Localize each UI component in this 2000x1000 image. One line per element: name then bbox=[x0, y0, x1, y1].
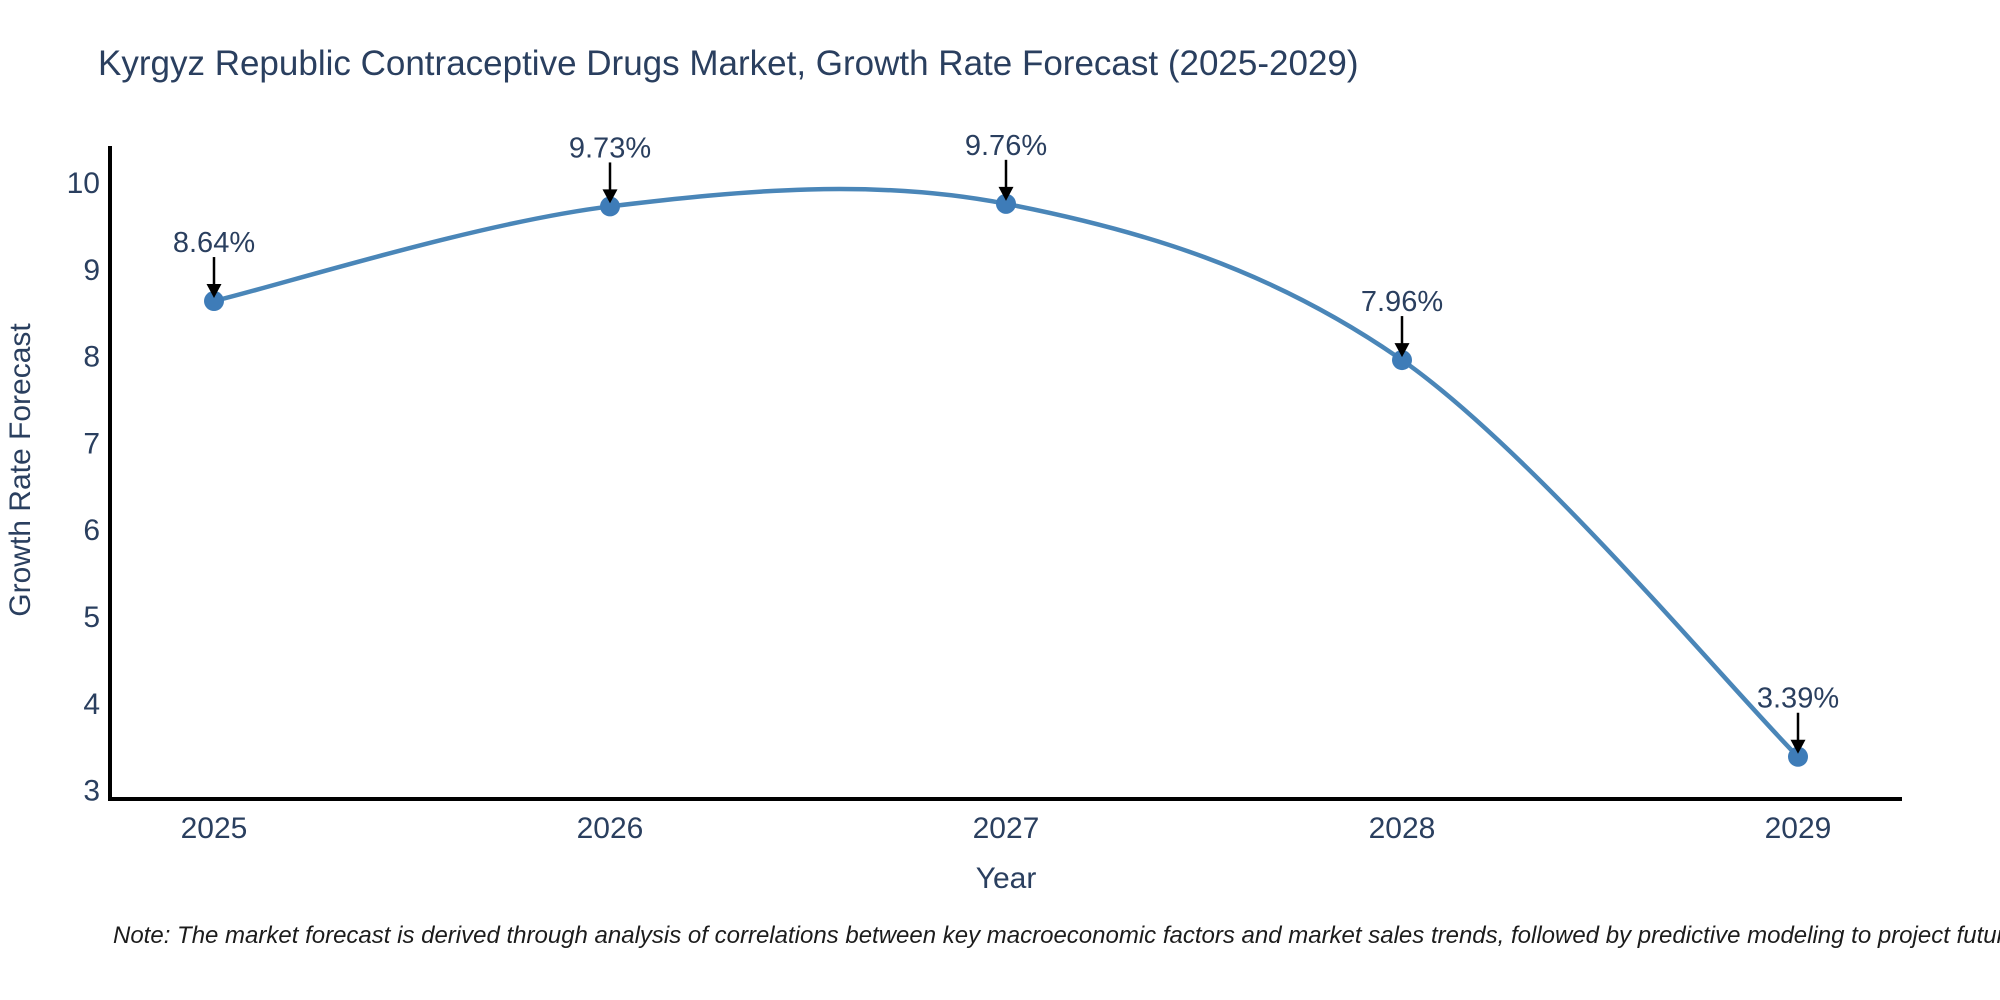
annotation-label-2029: 3.39% bbox=[1757, 683, 1839, 715]
annotation-arrowhead bbox=[602, 189, 618, 204]
y-tick-label: 9 bbox=[83, 254, 100, 287]
annotation-label-2025: 8.64% bbox=[173, 227, 255, 259]
x-tick-label: 2025 bbox=[181, 812, 248, 845]
y-tick-label: 6 bbox=[83, 514, 100, 547]
series-line-group bbox=[204, 186, 1808, 767]
x-axis-title: Year bbox=[976, 862, 1037, 895]
annotation-label-2028: 7.96% bbox=[1361, 286, 1443, 318]
annotation-arrowhead bbox=[998, 186, 1014, 201]
y-tick-label: 3 bbox=[83, 775, 100, 808]
note-text: Note: The market forecast is derived thr… bbox=[113, 922, 2000, 949]
x-tick-label: 2028 bbox=[1369, 812, 1436, 845]
axes: 3 4 5 6 7 8 9 10 2025 2026 2027 2028 2029 bbox=[67, 146, 1902, 845]
annotation-label-2027: 9.76% bbox=[965, 130, 1047, 162]
y-tick-label: 4 bbox=[83, 688, 100, 721]
y-tick-label: 7 bbox=[83, 427, 100, 460]
y-tick-label: 5 bbox=[83, 601, 100, 634]
data-point-marker-2029 bbox=[1788, 746, 1808, 767]
x-tick-label: 2029 bbox=[1765, 812, 1832, 845]
annotations-group: 8.64% 9.73% 9.76% 7.96% 3.39% bbox=[173, 130, 1839, 754]
annotation-arrowhead bbox=[206, 284, 222, 299]
data-point-marker-2028 bbox=[1392, 350, 1412, 371]
annotation-arrowhead bbox=[1394, 343, 1410, 358]
chart-title: Kyrgyz Republic Contraceptive Drugs Mark… bbox=[98, 44, 1359, 83]
annotation-arrowhead bbox=[1790, 739, 1806, 754]
x-tick-label: 2027 bbox=[973, 812, 1040, 845]
data-point-marker-2026 bbox=[600, 196, 620, 217]
data-point-marker-2027 bbox=[996, 193, 1016, 214]
annotation-label-2026: 9.73% bbox=[569, 132, 651, 164]
y-tick-label: 10 bbox=[67, 167, 100, 200]
y-axis-title: Growth Rate Forecast bbox=[4, 323, 37, 617]
data-point-marker-2025 bbox=[204, 291, 224, 312]
series-line bbox=[211, 186, 1801, 759]
x-tick-label: 2026 bbox=[577, 812, 644, 845]
y-tick-label: 8 bbox=[83, 341, 100, 374]
